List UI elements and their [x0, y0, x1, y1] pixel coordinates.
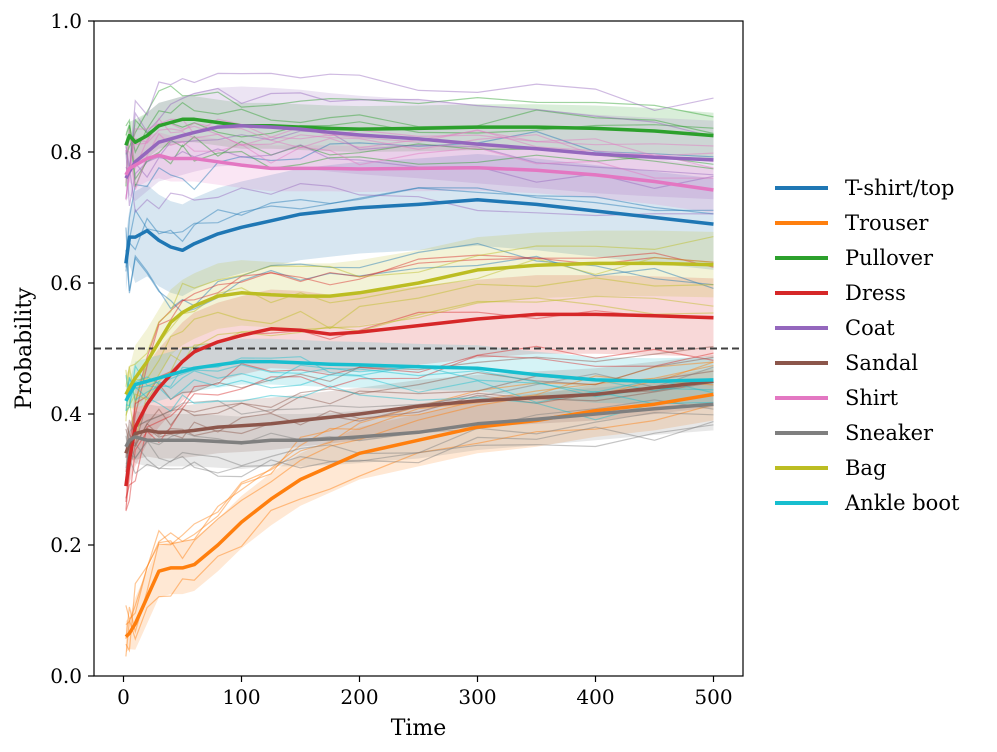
band-trouser	[125, 368, 714, 653]
trace-coat	[125, 72, 714, 200]
trace-shirt	[125, 117, 714, 200]
trace-sneaker	[125, 424, 714, 478]
legend-label-sneaker: Sneaker	[845, 421, 934, 445]
trace-pullover	[125, 118, 714, 181]
trace-trouser	[125, 365, 714, 626]
mean-line-coat	[124, 124, 714, 180]
x-tick-label: 300	[458, 685, 496, 709]
band-pullover	[125, 96, 714, 166]
legend-label-pullover: Pullover	[845, 246, 934, 270]
trace-shirt	[125, 118, 714, 198]
y-axis-label: Probability	[12, 287, 37, 410]
legend-label-trouser: Trouser	[845, 211, 929, 235]
mean-line-dress	[124, 312, 714, 487]
trace-shirt	[125, 122, 714, 157]
trace-coat	[125, 144, 714, 190]
trace-coat	[125, 145, 714, 217]
x-axis-ticks: 0 100 200 300 400 500	[117, 676, 733, 709]
trace-t-shirt-top	[125, 130, 714, 268]
trace-sandal	[125, 370, 714, 447]
trace-pullover	[125, 85, 714, 155]
y-tick-label: 0.6	[50, 271, 82, 295]
trace-t-shirt-top	[125, 187, 714, 257]
y-tick-label: 1.0	[50, 9, 82, 33]
trace-ankle-boot	[125, 364, 714, 398]
trace-ankle-boot	[125, 356, 714, 401]
trace-trouser	[125, 361, 714, 653]
trace-bag	[125, 295, 714, 416]
x-tick-label: 200	[340, 685, 378, 709]
trace-sneaker	[125, 411, 714, 469]
legend: T-shirt/top Trouser Pullover Dress Coat Sanda…	[775, 176, 960, 515]
x-tick-label: 100	[222, 685, 260, 709]
trace-coat	[125, 87, 714, 176]
trace-dress	[125, 254, 714, 510]
trace-t-shirt-top	[125, 242, 714, 310]
mean-line-shirt	[124, 153, 714, 192]
mean-line-bag	[124, 261, 714, 396]
legend-label-coat: Coat	[845, 316, 895, 340]
trace-bag	[125, 277, 714, 401]
trace-coat	[125, 130, 714, 207]
trace-t-shirt-top	[125, 227, 714, 314]
trace-pullover	[125, 101, 714, 187]
trace-shirt	[125, 123, 714, 184]
band-sneaker	[125, 378, 714, 469]
trace-trouser	[125, 404, 714, 657]
mean-lines	[124, 117, 714, 638]
plot-frame	[93, 20, 744, 677]
y-tick-label: 0.0	[50, 664, 82, 688]
legend-label-sandal: Sandal	[845, 351, 918, 375]
x-tick-label: 400	[576, 685, 614, 709]
x-axis-label: Time	[391, 716, 447, 741]
legend-label-ankle-boot: Ankle boot	[844, 491, 960, 515]
trace-sneaker	[125, 366, 714, 479]
x-tick-label: 500	[694, 685, 732, 709]
legend-label-t-shirt-top: T-shirt/top	[845, 176, 955, 200]
mean-line-sneaker	[124, 402, 714, 448]
y-tick-label: 0.8	[50, 140, 82, 164]
y-tick-label: 0.2	[50, 533, 82, 557]
band-bag	[125, 230, 714, 414]
legend-label-bag: Bag	[845, 456, 886, 480]
trace-dress	[125, 352, 714, 512]
band-t-shirt-top	[125, 154, 714, 297]
trace-trouser	[125, 361, 714, 621]
y-axis-ticks: 0.0 0.2 0.4 0.6 0.8 1.0	[50, 9, 94, 688]
y-tick-label: 0.4	[50, 402, 82, 426]
trace-sneaker	[125, 421, 714, 474]
band-dress	[125, 275, 714, 510]
mean-line-ankle-boot	[124, 359, 714, 402]
trace-t-shirt-top	[125, 187, 714, 272]
trace-sandal	[125, 356, 714, 469]
legend-label-shirt: Shirt	[845, 386, 899, 410]
mean-line-sandal	[124, 379, 714, 454]
legend-label-dress: Dress	[845, 281, 906, 305]
x-tick-label: 0	[117, 685, 130, 709]
mean-line-t-shirt-top	[124, 198, 714, 264]
